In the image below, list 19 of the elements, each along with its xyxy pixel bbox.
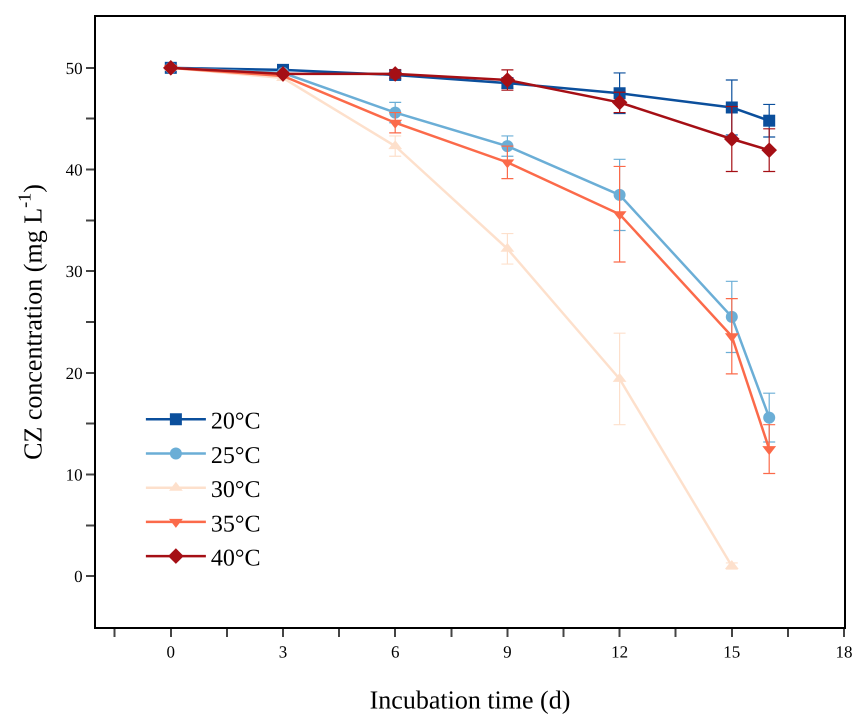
legend-label: 30°C xyxy=(210,477,260,504)
x-axis-title: Incubation time (d) xyxy=(370,686,570,715)
x-tick-label: 0 xyxy=(166,642,176,662)
x-tick-label: 12 xyxy=(611,642,628,662)
x-tick-label: 3 xyxy=(278,642,288,662)
x-tick-label: 18 xyxy=(836,642,852,662)
y-tick-label: 10 xyxy=(66,465,83,484)
y-tick-label: 0 xyxy=(74,567,83,586)
legend-label: 40°C xyxy=(210,545,260,572)
y-tick-label: 50 xyxy=(66,58,83,78)
legend-label: 20°C xyxy=(210,408,260,435)
legend-label: 35°C xyxy=(210,511,260,538)
x-tick-label: 15 xyxy=(723,642,740,662)
legend-label: 25°C xyxy=(210,442,260,469)
x-tick-label: 9 xyxy=(503,642,512,662)
y-tick-label: 40 xyxy=(66,160,83,180)
x-tick-label: 6 xyxy=(390,642,400,662)
y-tick-label: 30 xyxy=(66,262,83,282)
y-tick-label: 20 xyxy=(66,364,83,383)
